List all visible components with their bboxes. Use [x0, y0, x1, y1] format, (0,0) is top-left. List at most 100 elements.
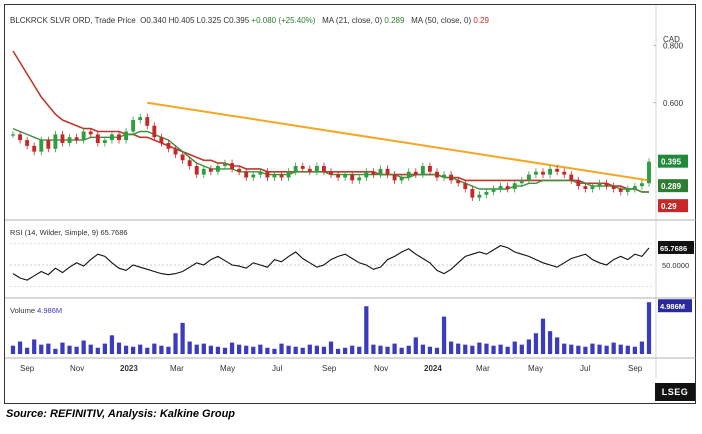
volume-bar — [632, 346, 637, 354]
candle-body — [272, 174, 277, 178]
volume-bar — [378, 345, 383, 354]
x-tick-label: Jul — [272, 364, 282, 373]
volume-bar — [10, 345, 16, 354]
volume-bar — [265, 347, 270, 354]
candle-body — [117, 134, 121, 141]
candle-body — [251, 174, 256, 178]
volume-bar — [60, 342, 65, 354]
candle-body — [11, 134, 15, 136]
candle-body — [131, 120, 136, 132]
candle-body — [399, 177, 404, 181]
volume-header: Volume 4.986M — [10, 306, 62, 315]
candle-body — [625, 189, 630, 192]
volume-bar — [413, 337, 418, 354]
candle-body — [258, 171, 263, 175]
candle-body — [555, 168, 560, 172]
candle-body — [25, 140, 30, 146]
volume-bar — [583, 346, 588, 354]
candle-body — [427, 166, 432, 172]
candle-body — [60, 134, 65, 143]
candle-body — [18, 134, 23, 141]
candle-body — [329, 171, 333, 175]
x-tick-label: 2023 — [120, 364, 138, 373]
candle-body — [230, 163, 235, 169]
volume-bar — [484, 343, 489, 354]
volume-bar — [547, 331, 553, 354]
candle-body — [343, 174, 348, 178]
volume-bar — [123, 345, 129, 354]
volume-bar — [540, 318, 546, 354]
candle-body — [519, 180, 524, 184]
candle-body — [498, 186, 503, 189]
candle-body — [512, 183, 517, 189]
volume-bar — [109, 335, 115, 354]
volume-bar — [562, 343, 567, 354]
candle-body — [88, 131, 93, 135]
volume-bar — [399, 347, 404, 354]
candle-body — [442, 174, 447, 178]
volume-bar — [427, 346, 433, 354]
candle-body — [526, 174, 531, 181]
volume-bar — [229, 342, 235, 354]
candle-body — [124, 131, 129, 141]
volume-bar — [526, 339, 531, 354]
volume-bar — [166, 346, 171, 354]
chart-header: BLCKRCK SLVR ORD, Trade Price O0.340 H0.… — [10, 16, 489, 25]
volume-bar — [222, 347, 228, 354]
volume-bar — [201, 343, 206, 354]
candle-body — [223, 163, 227, 166]
candle-body — [53, 134, 58, 149]
candle-body — [463, 183, 468, 189]
volume-bar — [67, 345, 72, 354]
candle-body — [215, 166, 220, 172]
x-tick-label: Sep — [628, 364, 643, 373]
candle-body — [533, 171, 538, 175]
close-value: C0.395 — [223, 16, 250, 25]
candle-body — [39, 140, 44, 152]
candle-body — [138, 117, 143, 120]
candle-body — [237, 168, 242, 172]
x-tick-label: Sep — [322, 364, 337, 373]
volume-bar — [152, 343, 157, 354]
candle-body — [159, 137, 164, 143]
high-value: H0.405 — [168, 16, 195, 25]
candle-body — [413, 171, 418, 175]
volume-bar — [519, 344, 524, 354]
candle-body — [244, 171, 249, 178]
candle-body — [102, 140, 107, 143]
volume-bar — [286, 345, 291, 354]
volume-bar — [53, 348, 58, 354]
candle-body — [95, 134, 100, 143]
volume-header-value: 4.986M — [37, 306, 63, 315]
volume-bar — [569, 344, 574, 354]
volume-bar — [491, 345, 496, 354]
x-tick-label: May — [220, 364, 235, 373]
candle-body — [187, 160, 192, 166]
x-tick-label: 2024 — [424, 364, 442, 373]
volume-bar — [39, 344, 44, 354]
candle-body — [307, 168, 312, 172]
candle-body — [484, 191, 489, 195]
candle-body — [336, 174, 341, 178]
volume-bar — [321, 346, 327, 354]
volume-bar — [251, 346, 256, 354]
ma50-badge-bg — [658, 199, 688, 213]
volume-bar — [173, 333, 178, 354]
source-note: Source: REFINITIV, Analysis: Kalkine Gro… — [6, 408, 236, 420]
candle-body — [109, 134, 114, 141]
candle-body — [406, 171, 411, 178]
x-tick-label: Nov — [374, 364, 388, 373]
volume-bar — [300, 347, 305, 354]
price-badge: 0.395 — [661, 158, 682, 167]
candle-body — [541, 171, 545, 175]
candle-body — [597, 183, 602, 187]
ma21-badge-bg — [658, 179, 688, 193]
volume-bar — [180, 322, 185, 354]
volume-bar — [215, 346, 221, 354]
volume-bar — [470, 345, 475, 354]
candle-body — [364, 171, 369, 178]
currency-label: CAD — [663, 35, 680, 44]
volume-bar — [441, 316, 447, 354]
volume-bar — [639, 341, 645, 354]
